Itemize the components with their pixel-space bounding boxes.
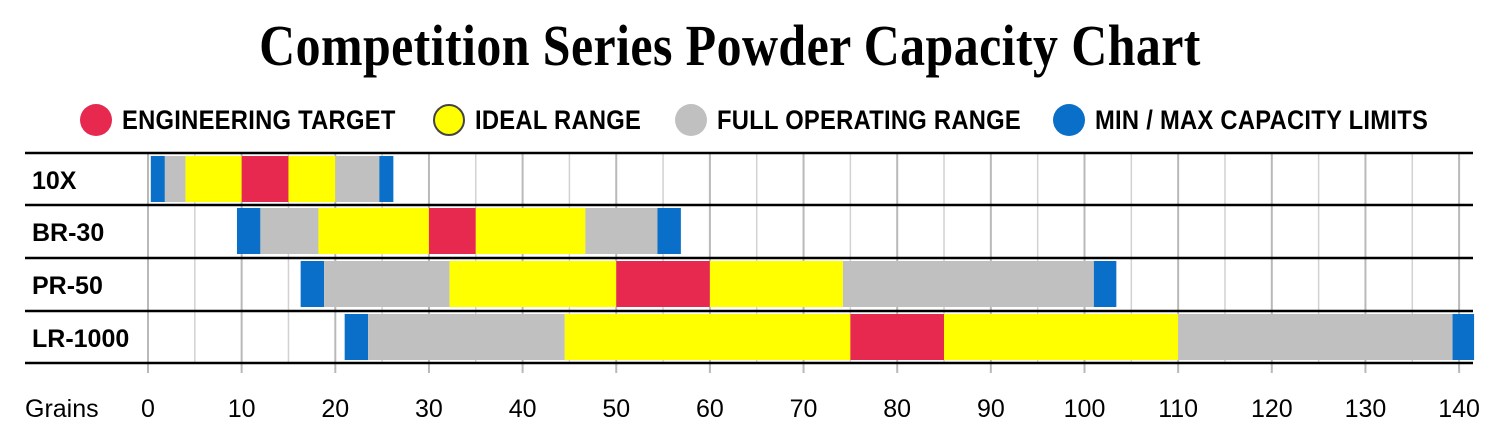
bar-segment-lr-1000-full-1 — [368, 314, 565, 360]
x-tick-label-120: 120 — [1251, 395, 1293, 423]
bar-segment-lr-1000-target-3 — [850, 314, 945, 360]
legend-label-ideal-range: IDEAL RANGE — [475, 104, 642, 135]
bar-segment-br-30-full-1 — [260, 208, 319, 254]
x-tick-label-50: 50 — [602, 395, 630, 423]
row-label-10x: 10X — [32, 167, 77, 195]
legend-swatch-red — [80, 104, 112, 136]
legend-swatch-yellow — [433, 104, 465, 136]
row-label-br-30: BR-30 — [32, 219, 104, 247]
x-tick-label-0: 0 — [141, 395, 155, 423]
bar-segment-lr-1000-full-5 — [1178, 314, 1453, 360]
bar-segment-br-30-ideal-2 — [318, 208, 429, 254]
legend-swatch-gray — [675, 104, 707, 136]
x-tick-label-30: 30 — [415, 395, 443, 423]
bar-segment-pr-50-full-1 — [324, 261, 450, 307]
bar-segment-lr-1000-limit-6 — [1452, 314, 1475, 360]
legend-label-full-operating-range: FULL OPERATING RANGE — [717, 104, 1022, 135]
x-tick-label-10: 10 — [228, 395, 256, 423]
x-tick-label-70: 70 — [790, 395, 818, 423]
bar-segment-pr-50-limit-0 — [300, 261, 325, 307]
bar-segment-pr-50-ideal-4 — [709, 261, 843, 307]
bar-segment-br-30-full-5 — [585, 208, 658, 254]
x-tick-label-130: 130 — [1345, 395, 1387, 423]
bar-segment-pr-50-ideal-2 — [449, 261, 617, 307]
bar-segment-pr-50-full-5 — [842, 261, 1094, 307]
row-label-pr-50: PR-50 — [32, 272, 103, 300]
legend-swatch-blue — [1053, 104, 1085, 136]
legend-item-engineering-target: ENGINEERING TARGET — [80, 100, 433, 140]
bar-segment-lr-1000-ideal-4 — [944, 314, 1179, 360]
chart-legend: ENGINEERING TARGET IDEAL RANGE FULL OPER… — [0, 100, 1500, 140]
x-tick-label-20: 20 — [321, 395, 349, 423]
legend-item-full-operating-range: FULL OPERATING RANGE — [675, 100, 1063, 140]
bar-segment-pr-50-target-3 — [616, 261, 710, 307]
bar-segment-pr-50-limit-6 — [1093, 261, 1117, 307]
row-label-lr-1000: LR-1000 — [32, 325, 129, 353]
bar-segment-br-30-limit-0 — [236, 208, 261, 254]
bar-segment-br-30-ideal-4 — [475, 208, 586, 254]
bar-segment-10x-full-5 — [335, 156, 380, 202]
legend-label-min-max-capacity-limits: MIN / MAX CAPACITY LIMITS — [1095, 104, 1429, 135]
x-tick-label-40: 40 — [509, 395, 537, 423]
bar-segment-10x-limit-6 — [379, 156, 394, 202]
x-axis-label: Grains — [25, 395, 99, 423]
legend-item-ideal-range: IDEAL RANGE — [433, 100, 664, 140]
x-tick-label-80: 80 — [883, 395, 911, 423]
x-tick-label-60: 60 — [696, 395, 724, 423]
bar-segment-10x-full-1 — [164, 156, 186, 202]
bar-segment-10x-limit-0 — [150, 156, 165, 202]
bar-segment-br-30-limit-6 — [657, 208, 681, 254]
x-tick-label-140: 140 — [1438, 395, 1480, 423]
chart-title: Competition Series Powder Capacity Chart — [259, 13, 1201, 78]
bar-segment-10x-ideal-2 — [185, 156, 242, 202]
x-tick-label-100: 100 — [1064, 395, 1106, 423]
bar-segment-10x-ideal-4 — [288, 156, 336, 202]
legend-item-min-max-capacity-limits: MIN / MAX CAPACITY LIMITS — [1053, 100, 1474, 140]
bar-segment-lr-1000-ideal-2 — [564, 314, 851, 360]
bar-segment-lr-1000-limit-0 — [344, 314, 369, 360]
x-tick-label-110: 110 — [1158, 395, 1198, 423]
legend-label-engineering-target: ENGINEERING TARGET — [122, 104, 396, 135]
x-tick-label-90: 90 — [977, 395, 1005, 423]
bar-segment-10x-target-3 — [241, 156, 289, 202]
bar-segment-br-30-target-3 — [428, 208, 476, 254]
